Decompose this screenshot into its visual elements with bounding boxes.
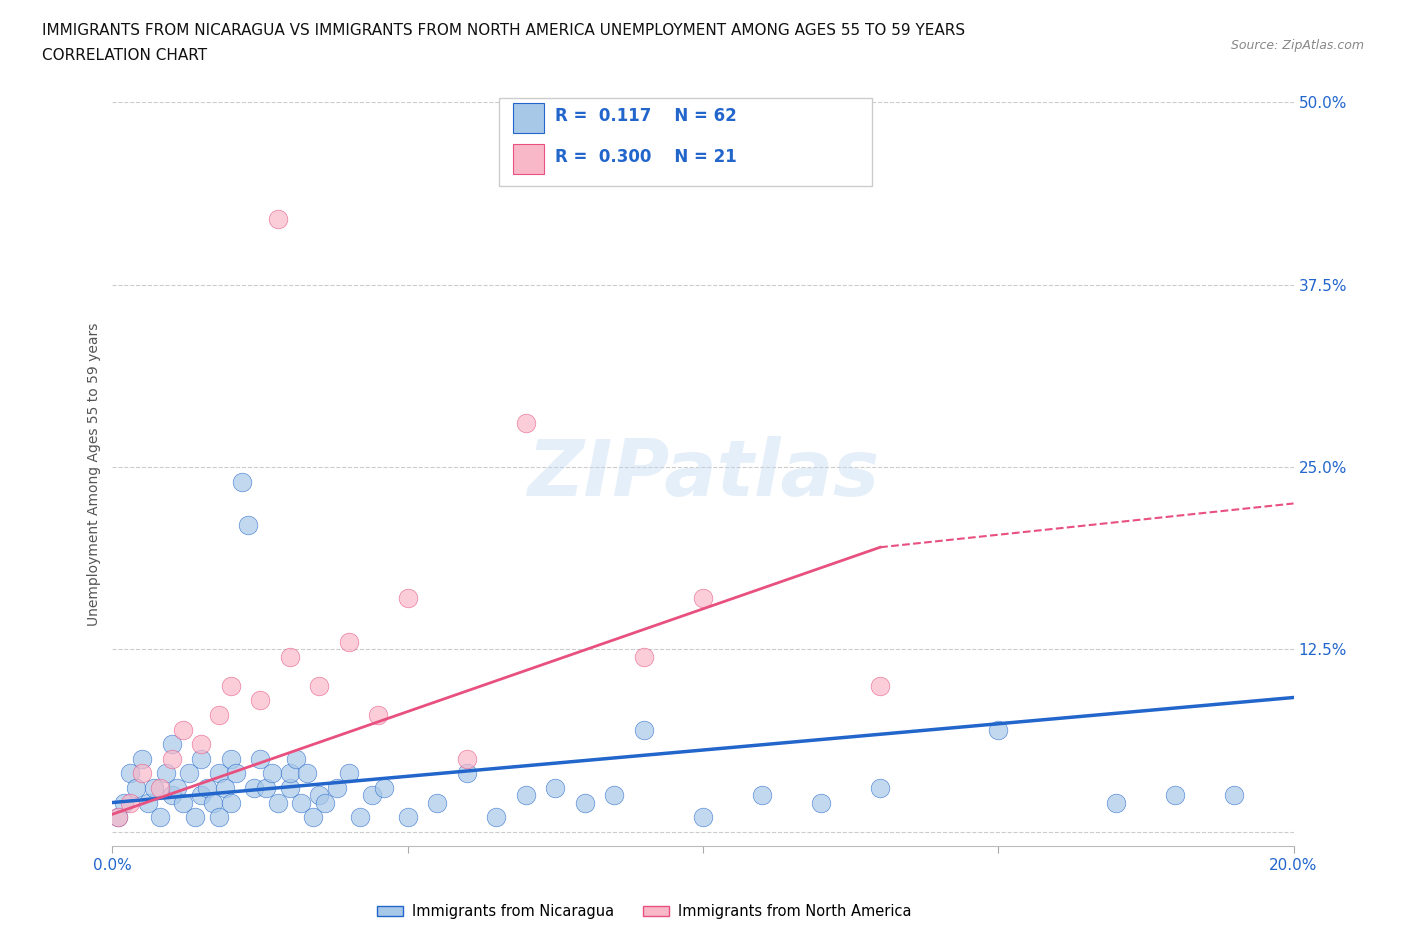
Point [208, 708, 231, 723]
Point [125, 780, 148, 795]
Point [367, 708, 389, 723]
Text: R =  0.300    N = 21: R = 0.300 N = 21 [555, 148, 737, 166]
Point [208, 810, 231, 825]
Point [1105, 795, 1128, 810]
Text: CORRELATION CHART: CORRELATION CHART [42, 48, 207, 63]
Point [456, 751, 478, 766]
Point [190, 737, 212, 751]
Point [225, 766, 247, 781]
Point [219, 795, 242, 810]
Point [278, 766, 301, 781]
Point [190, 751, 212, 766]
Point [267, 211, 290, 226]
Point [208, 766, 231, 781]
Point [112, 795, 135, 810]
Point [633, 723, 655, 737]
Point [574, 795, 596, 810]
Point [238, 518, 260, 533]
Point [869, 780, 891, 795]
Point [987, 723, 1010, 737]
Point [692, 810, 714, 825]
Point [214, 780, 236, 795]
Point [314, 795, 336, 810]
Point [249, 693, 271, 708]
Point [149, 780, 172, 795]
Point [142, 780, 165, 795]
Point [243, 780, 266, 795]
Point [278, 780, 301, 795]
Legend: Immigrants from Nicaragua, Immigrants from North America: Immigrants from Nicaragua, Immigrants fr… [371, 897, 917, 924]
Point [302, 810, 325, 825]
Point [337, 766, 360, 781]
Point [184, 810, 207, 825]
Point [426, 795, 449, 810]
Point [373, 780, 395, 795]
Point [201, 795, 224, 810]
Point [603, 788, 626, 803]
Point [190, 788, 212, 803]
Point [219, 751, 242, 766]
Point [120, 795, 142, 810]
Point [633, 649, 655, 664]
Point [120, 766, 142, 781]
Point [107, 810, 129, 825]
Point [166, 780, 188, 795]
Point [396, 591, 419, 605]
Point [515, 788, 537, 803]
Point [172, 723, 194, 737]
Point [337, 634, 360, 649]
Point [456, 766, 478, 781]
Point [396, 810, 419, 825]
Point [515, 416, 537, 431]
Point [308, 678, 330, 693]
Point [361, 788, 384, 803]
Point [1164, 788, 1187, 803]
Y-axis label: Unemployment Among Ages 55 to 59 years: Unemployment Among Ages 55 to 59 years [87, 323, 101, 626]
Point [131, 766, 153, 781]
Point [751, 788, 773, 803]
Point [136, 795, 159, 810]
Point [231, 474, 253, 489]
Point [692, 591, 714, 605]
Point [107, 810, 129, 825]
Point [308, 788, 330, 803]
Point [297, 766, 319, 781]
Point [284, 751, 307, 766]
Point [326, 780, 349, 795]
Point [349, 810, 371, 825]
Point [544, 780, 567, 795]
Point [290, 795, 312, 810]
Text: Source: ZipAtlas.com: Source: ZipAtlas.com [1230, 39, 1364, 52]
Text: IMMIGRANTS FROM NICARAGUA VS IMMIGRANTS FROM NORTH AMERICA UNEMPLOYMENT AMONG AG: IMMIGRANTS FROM NICARAGUA VS IMMIGRANTS … [42, 23, 966, 38]
Point [869, 678, 891, 693]
Point [195, 780, 218, 795]
Point [254, 780, 277, 795]
Point [267, 795, 290, 810]
Point [160, 737, 183, 751]
Point [219, 678, 242, 693]
Point [160, 751, 183, 766]
Point [172, 795, 194, 810]
Point [249, 751, 271, 766]
Point [149, 810, 172, 825]
Point [278, 649, 301, 664]
Point [131, 751, 153, 766]
Text: R =  0.117    N = 62: R = 0.117 N = 62 [555, 107, 737, 126]
Point [160, 788, 183, 803]
Text: ZIPatlas: ZIPatlas [527, 436, 879, 512]
Point [810, 795, 832, 810]
Point [179, 766, 201, 781]
Point [260, 766, 283, 781]
Point [155, 766, 177, 781]
Point [485, 810, 508, 825]
Point [1223, 788, 1246, 803]
